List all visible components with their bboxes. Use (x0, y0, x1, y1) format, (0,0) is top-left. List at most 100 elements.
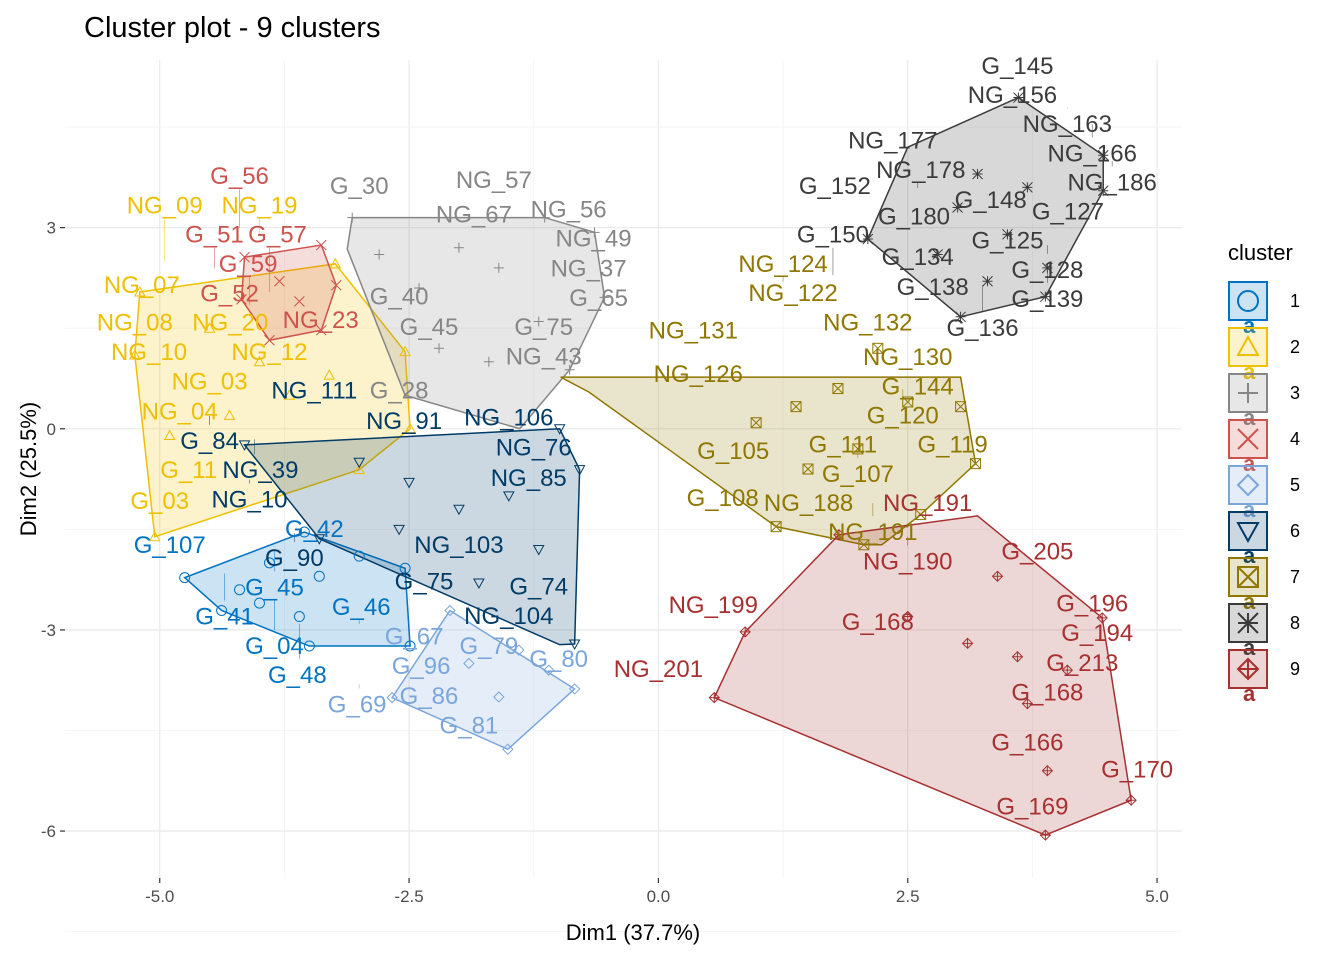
point-label: NG_49 (556, 225, 632, 252)
point-label: G_74 (509, 574, 568, 601)
point-label: NG_43 (506, 343, 582, 370)
point-marker (502, 491, 515, 502)
point-marker (253, 597, 265, 609)
legend-marker-icon (1237, 290, 1259, 312)
legend-text-glyph: a (1243, 313, 1256, 338)
legend-label: 1 (1290, 290, 1301, 311)
legend-marker-icon (1237, 428, 1259, 450)
point-label: G_152 (799, 173, 871, 200)
point-label: G_170 (1101, 756, 1173, 783)
point-label: G_04 (245, 633, 304, 660)
point-label: G_45 (400, 314, 459, 341)
cluster-hull-5 (391, 609, 576, 751)
legend-label: 8 (1290, 612, 1301, 633)
point-label: G_139 (1011, 286, 1083, 313)
cluster-hulls (134, 96, 1132, 836)
point-label: NG_186 (1067, 169, 1156, 196)
point-label: NG_10 (211, 486, 287, 513)
legend-text-glyph: a (1243, 681, 1256, 706)
point-label: G_107 (822, 461, 894, 488)
legend-label: 6 (1290, 520, 1301, 541)
point-marker (564, 364, 575, 375)
point-marker (453, 242, 464, 253)
point-label: NG_190 (863, 548, 952, 575)
point-marker (386, 691, 398, 704)
point-label: NG_124 (738, 251, 827, 278)
point-label: G_75 (514, 314, 573, 341)
point-label: NG_91 (366, 408, 442, 435)
point-marker (1011, 651, 1024, 663)
point-marker (872, 342, 884, 354)
y-tick-label: 0 (47, 420, 56, 439)
point-label: NG_130 (863, 344, 952, 371)
point-marker (315, 324, 327, 336)
legend-label: 7 (1290, 566, 1301, 587)
point-marker (463, 657, 475, 670)
point-label: NG_199 (669, 592, 758, 619)
point-marker (1002, 228, 1013, 240)
point-marker (955, 311, 966, 323)
point-marker (1097, 149, 1109, 161)
point-label: G_56 (210, 163, 269, 190)
point-label: G_69 (328, 691, 387, 718)
point-marker (955, 401, 967, 413)
point-label: G_03 (130, 488, 189, 515)
point-marker (239, 251, 250, 263)
point-label: G_194 (1061, 620, 1133, 647)
point-marker (599, 292, 610, 303)
point-marker (902, 396, 914, 408)
legend-key: a (1228, 373, 1268, 430)
point-label: G_168 (1011, 679, 1083, 706)
point-labels: G_107 G_41G_04G_48 G_46 G_45 G_42 NG_09 NG_07 N… (97, 53, 1173, 820)
point-label: G_148 (955, 187, 1027, 214)
point-label: G_75 (395, 569, 454, 596)
point-label: G_111 (809, 432, 878, 459)
point-label: G_46 (332, 594, 391, 621)
cluster-hull-8 (866, 96, 1104, 318)
point-marker (399, 562, 411, 574)
y-axis-label: Dim2 (25.5%) (16, 402, 41, 536)
point-marker (483, 356, 494, 367)
point-label: NG_09 (127, 192, 203, 219)
point-marker (313, 570, 325, 582)
point-label: G_84 (180, 428, 239, 455)
point-marker (1237, 612, 1259, 634)
legend-text-glyph: a (1243, 451, 1256, 476)
x-tick-label: 5.0 (1145, 887, 1169, 906)
cluster-hull-9 (713, 515, 1132, 836)
legend-key: a (1228, 603, 1268, 660)
legend-key: a (1228, 419, 1268, 476)
point-label: NG_57 (456, 167, 532, 194)
point-label: G_28 (370, 378, 429, 405)
point-marker (1237, 428, 1259, 450)
point-marker (238, 440, 251, 451)
point-label: G_65 (569, 285, 628, 312)
point-marker (444, 604, 456, 617)
point-marker (553, 424, 566, 435)
point-marker (329, 257, 342, 269)
point-marker (347, 212, 358, 223)
point-marker (216, 604, 228, 616)
point-label: NG_85 (491, 465, 567, 492)
point-label: G_96 (392, 653, 451, 680)
point-marker (1237, 290, 1259, 312)
point-label: G_125 (971, 228, 1043, 255)
point-label: G_57 (248, 222, 307, 249)
legend-key: a (1228, 649, 1268, 706)
point-marker (568, 683, 581, 695)
point-marker (832, 383, 844, 395)
label-leader-lines (164, 107, 1113, 689)
point-marker (542, 664, 555, 676)
point-marker (414, 282, 425, 293)
point-marker (148, 530, 161, 542)
legend-label: 5 (1290, 474, 1301, 495)
point-label: G_180 (878, 203, 950, 230)
point-label: NG_76 (496, 435, 572, 462)
point-marker (708, 691, 720, 704)
point-marker (353, 463, 366, 475)
